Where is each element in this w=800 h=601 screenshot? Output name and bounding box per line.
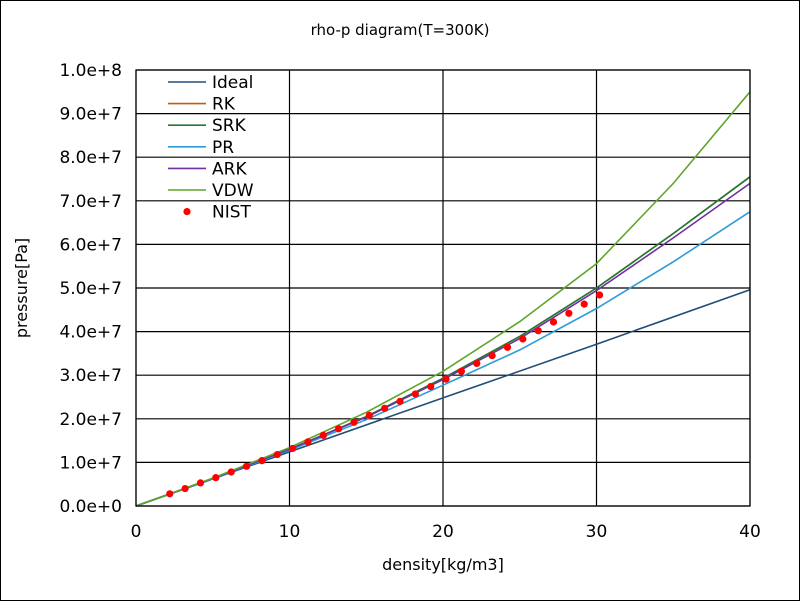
legend-label-nist: NIST [212,203,252,223]
x-tick-label: 30 [586,522,608,542]
nist-point [473,359,481,368]
nist-point [212,474,220,482]
y-tick-label: 4.0e+7 [59,323,122,343]
legend-label-vdw: VDW [212,181,254,201]
x-tick-label: 10 [279,522,301,542]
nist-point [457,367,466,375]
x-tick-label: 0 [131,522,142,542]
nist-point [442,375,450,383]
y-tick-label: 3.0e+7 [59,366,122,386]
nist-point [365,411,373,419]
chart-title: rho-p diagram(T=300K) [311,21,490,39]
nist-point [304,438,312,446]
nist-point [273,450,281,459]
legend-label-rk: RK [212,95,236,115]
nist-point [549,318,558,326]
y-axis-label: pressure[Pa] [12,238,31,338]
x-axis-label: density[kg/m3] [382,555,504,574]
nist-point [196,479,205,487]
nist-point [288,444,297,453]
y-tick-label: 1.0e+8 [59,61,122,81]
y-tick-label: 1.0e+7 [59,453,122,473]
nist-point [427,382,435,391]
nist-point [181,484,189,493]
nist-point [350,418,358,426]
nist-point [258,457,266,465]
nist-point [488,351,496,360]
y-tick-label: 5.0e+7 [59,279,122,299]
y-tick-label: 9.0e+7 [59,105,122,125]
legend-label-ark: ARK [212,159,247,179]
nist-point [319,431,327,439]
nist-point [411,390,419,398]
nist-point [227,468,235,476]
y-tick-label: 2.0e+7 [59,410,122,430]
nist-point [396,397,404,405]
legend-label-ideal: Ideal [212,73,253,93]
nist-point [595,291,604,299]
nist-point [166,490,174,498]
y-tick-label: 8.0e+7 [59,148,122,168]
y-tick-label: 6.0e+7 [59,235,122,255]
nist-point [503,343,512,351]
vdw-series-line [135,91,751,507]
nist-point [534,327,542,335]
legend-marker-nist [183,208,191,216]
plot-area-border [135,69,751,507]
series-layer [135,91,751,507]
nist-point [565,309,573,317]
x-tick-label: 20 [432,522,454,542]
nist-point [242,462,251,470]
legend-label-srk: SRK [212,116,247,136]
nist-point [580,300,588,308]
y-tick-label: 0.0e+0 [59,497,122,517]
y-tick-label: 7.0e+7 [59,192,122,212]
tick-labels: 0.0e+0 1.0e+7 2.0e+7 3.0e+7 4.0e+7 5.0e+7 6.0e… [59,61,760,542]
nist-point [519,335,527,343]
legend-label-pr: PR [212,138,234,158]
nist-point [335,425,343,433]
x-tick-label: 40 [739,522,761,542]
nist-point [381,404,389,412]
